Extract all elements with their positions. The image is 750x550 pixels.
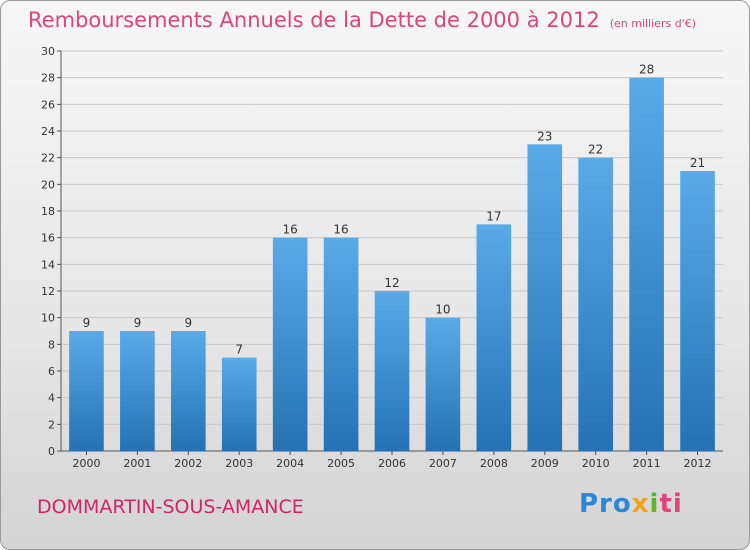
x-tick-label: 2008 <box>480 457 508 470</box>
bar <box>476 224 512 451</box>
bar <box>323 237 359 451</box>
x-tick-label: 2002 <box>174 457 202 470</box>
y-tick-label: 2 <box>48 418 55 431</box>
bar-value-label: 22 <box>588 143 603 157</box>
labels: 0246810121416182022242628302000920019200… <box>41 45 712 470</box>
bar <box>69 331 104 451</box>
y-tick-label: 24 <box>41 125 55 138</box>
logo-part: x <box>631 489 650 519</box>
bar-value-label: 7 <box>235 343 243 357</box>
y-tick-label: 14 <box>41 258 55 271</box>
x-tick-label: 2011 <box>633 457 661 470</box>
bar-value-label: 9 <box>184 316 192 330</box>
y-tick-label: 22 <box>41 152 55 165</box>
bar-value-label: 23 <box>537 129 552 143</box>
bar <box>272 237 308 451</box>
bar-value-label: 9 <box>134 316 142 330</box>
chart-unit: (en milliers d'€) <box>609 17 696 30</box>
x-tick-label: 2003 <box>225 457 253 470</box>
y-tick-label: 16 <box>41 232 55 245</box>
x-tick-label: 2009 <box>531 457 559 470</box>
bar <box>527 144 563 452</box>
logo-part: ti <box>659 489 683 519</box>
y-tick-label: 26 <box>41 98 55 111</box>
bar <box>425 317 461 451</box>
bar-value-label: 28 <box>639 63 654 77</box>
y-tick-label: 20 <box>41 178 55 191</box>
bar <box>374 291 410 451</box>
x-tick-label: 2007 <box>429 457 457 470</box>
x-tick-label: 2000 <box>72 457 100 470</box>
logo-part: i <box>649 489 660 519</box>
x-tick-label: 2012 <box>684 457 712 470</box>
bar-value-label: 16 <box>333 223 348 237</box>
chart-title-text: Remboursements Annuels de la Dette de 20… <box>28 8 600 32</box>
y-tick-label: 4 <box>48 392 55 405</box>
y-tick-label: 10 <box>41 312 55 325</box>
bar-value-label: 9 <box>83 316 91 330</box>
bar <box>578 157 614 451</box>
x-tick-label: 2010 <box>582 457 610 470</box>
bar <box>170 331 206 451</box>
y-tick-label: 8 <box>48 338 55 351</box>
bar-value-label: 16 <box>283 223 298 237</box>
bar-value-label: 21 <box>690 156 705 170</box>
x-tick-label: 2001 <box>123 457 151 470</box>
bar <box>629 77 664 452</box>
bar <box>120 331 155 451</box>
y-tick-label: 12 <box>41 285 55 298</box>
x-tick-label: 2005 <box>327 457 355 470</box>
y-tick-label: 6 <box>48 365 55 378</box>
bar-value-label: 10 <box>435 303 450 317</box>
proxiti-logo: Proxiti <box>579 489 683 519</box>
bar <box>680 171 715 451</box>
y-tick-label: 28 <box>41 72 55 85</box>
bar-value-label: 12 <box>384 276 399 290</box>
bars <box>69 77 715 452</box>
town-name: DOMMARTIN-SOUS-AMANCE <box>37 496 304 518</box>
bar-value-label: 17 <box>486 209 501 223</box>
chart-title: Remboursements Annuels de la Dette de 20… <box>28 8 696 32</box>
bar <box>221 357 257 451</box>
y-tick-label: 30 <box>41 45 55 58</box>
x-tick-label: 2006 <box>378 457 406 470</box>
y-tick-label: 0 <box>48 445 55 458</box>
logo-part: Pro <box>579 489 632 519</box>
x-tick-label: 2004 <box>276 457 304 470</box>
y-tick-label: 18 <box>41 205 55 218</box>
